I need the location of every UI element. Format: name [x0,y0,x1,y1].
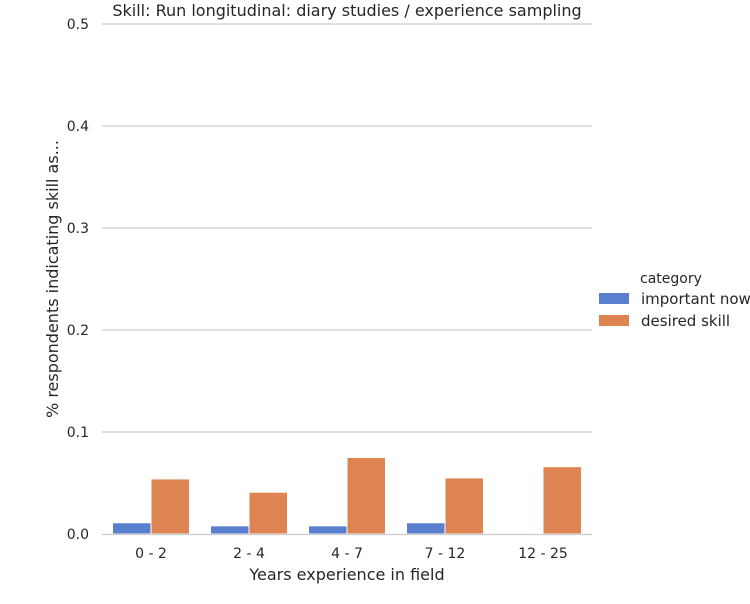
bar-important-now-0 [112,522,152,535]
y-gridlines [102,23,592,433]
bar-desired-skill-4 [542,466,582,535]
y-tick-label: 0.1 [67,425,89,441]
x-tick-label: 7 - 12 [425,546,466,562]
bar-important-now-3 [406,522,446,535]
y-tick-label: 0.4 [67,119,89,135]
x-axis-label: Years experience in field [248,565,444,584]
legend-title: category [640,271,702,287]
bar-desired-skill-3 [444,477,484,535]
x-tick-label: 2 - 4 [233,546,265,562]
x-tick-labels: 0 - 2 2 - 4 4 - 7 7 - 12 12 - 25 [135,546,568,562]
y-tick-label: 0.5 [67,17,89,33]
bars [112,457,582,535]
bar-desired-skill-1 [248,491,288,535]
x-tick-label: 12 - 25 [518,546,568,562]
bar-important-now-2 [308,525,348,535]
chart-title: Skill: Run longitudinal: diary studies /… [112,1,581,20]
y-tick-label: 0.3 [67,221,89,237]
y-axis-label: % respondents indicating skill as... [43,140,62,418]
legend-swatch-desired-skill [599,315,629,326]
bar-desired-skill-0 [150,478,190,535]
bar-desired-skill-2 [346,457,386,535]
y-tick-label: 0.0 [67,527,89,543]
legend-swatch-important-now [599,293,629,304]
legend: category important now desired skill [599,271,750,330]
legend-label: desired skill [641,312,730,330]
bar-important-now-1 [210,525,250,535]
legend-label: important now [641,290,750,308]
y-tick-label: 0.2 [67,323,89,339]
x-tick-label: 0 - 2 [135,546,167,562]
x-tick-label: 4 - 7 [331,546,363,562]
y-tick-labels: 0.0 0.1 0.2 0.3 0.4 0.5 [67,17,89,543]
